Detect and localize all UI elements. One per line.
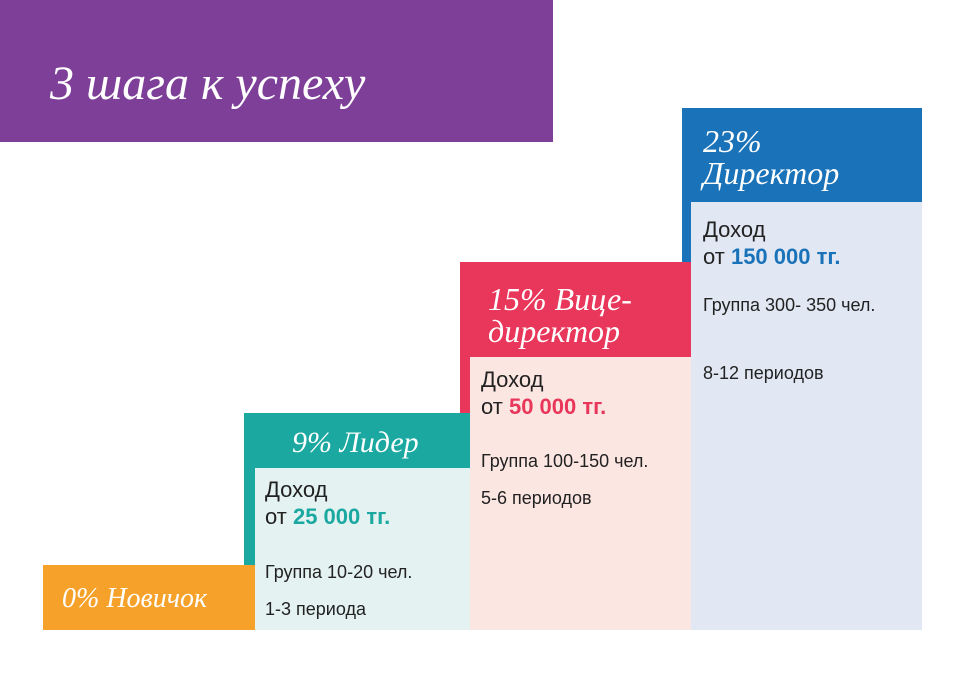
step-edge (682, 202, 691, 262)
periods: 5-6 периодов (481, 488, 592, 508)
income-prefix: от (703, 244, 725, 269)
step-header (244, 413, 470, 468)
income-amount: 25 000 тг. (292, 504, 391, 529)
step-title: директор (488, 313, 621, 349)
group: Группа 10-20 чел. (265, 562, 413, 582)
step-edge (244, 468, 255, 565)
group: Группа 100-150 чел. (481, 451, 649, 471)
step-header (682, 108, 922, 202)
group: Группа 300- 350 чел. (703, 295, 876, 315)
step-title: 9% Лидер (292, 426, 419, 459)
income-line: от 150 000 тг. (703, 246, 840, 268)
step-body (691, 202, 922, 630)
step-edge (460, 357, 470, 413)
income-prefix: от (481, 394, 503, 419)
step-header (460, 262, 691, 357)
step-title: 15% Вице- (488, 281, 632, 317)
step-title: Директор (703, 155, 840, 191)
income-line: от 25 000 тг. (265, 506, 390, 528)
step-header (43, 565, 255, 630)
income-label: Доход (265, 477, 328, 502)
income-prefix: от (265, 504, 287, 529)
step-title: 23% (703, 123, 762, 159)
income-amount: 150 000 тг. (730, 244, 841, 269)
step-body (470, 357, 691, 630)
income-amount: 50 000 тг. (508, 394, 607, 419)
step-body (255, 468, 470, 630)
periods: 8-12 периодов (703, 363, 824, 383)
income-line: от 50 000 тг. (481, 396, 606, 418)
periods: 1-3 периода (265, 599, 366, 619)
title: 3 шага к успеху (50, 57, 366, 110)
income-label: Доход (481, 367, 544, 392)
title-banner (0, 0, 553, 142)
step-title: 0% Новичок (62, 583, 208, 614)
income-label: Доход (703, 217, 766, 242)
